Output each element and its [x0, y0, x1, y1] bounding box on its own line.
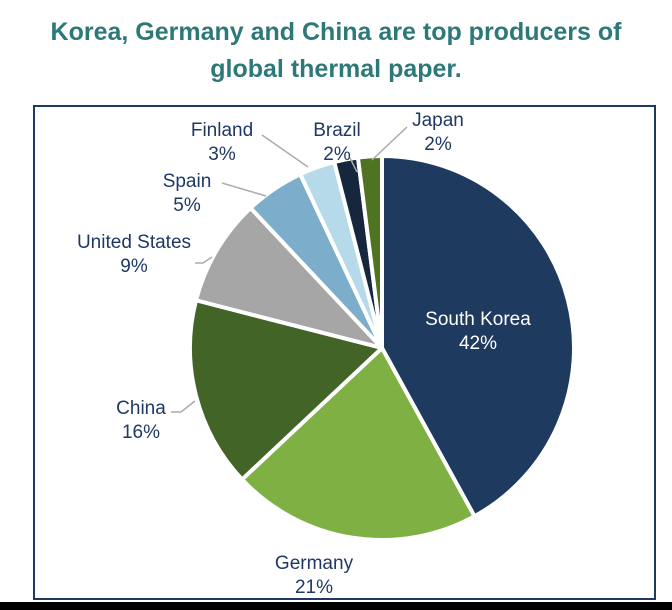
- label-finland-name: Finland: [190, 120, 254, 141]
- label-germany: Germany 21%: [275, 552, 353, 600]
- label-china-pct: 16%: [121, 422, 161, 443]
- page-title-line2: global thermal paper.: [210, 55, 462, 83]
- label-japan-name: Japan: [412, 110, 464, 131]
- finland-leader-line: [261, 134, 309, 168]
- united-states-leader-line: [195, 256, 213, 264]
- label-south-korea: South Korea 42%: [425, 308, 531, 356]
- bottom-black-bar: [0, 602, 672, 610]
- japan-leader-line: [371, 126, 408, 161]
- label-spain-pct: 5%: [173, 195, 201, 216]
- pie-chart-canvas: [171, 126, 576, 542]
- label-germany-pct: 21%: [294, 577, 334, 598]
- pie-slices-group: [188, 153, 576, 542]
- label-united-states-name: United States: [76, 232, 192, 253]
- label-brazil-pct: 2%: [323, 144, 351, 165]
- china-leader-line: [171, 400, 196, 413]
- pie-slice-south-korea: [380, 154, 576, 519]
- label-united-states-pct: 9%: [120, 256, 148, 277]
- spain-leader-line: [221, 182, 267, 197]
- pie-slice-japan: [355, 153, 384, 350]
- label-china-name: China: [116, 398, 166, 419]
- label-china: China 16%: [116, 397, 166, 445]
- label-brazil: Brazil 2%: [313, 119, 361, 167]
- page-title-line1: Korea, Germany and China are top produce…: [50, 18, 622, 46]
- label-japan: Japan 2%: [412, 109, 464, 157]
- label-united-states: United States 9%: [77, 231, 191, 279]
- label-south-korea-name: South Korea: [425, 309, 531, 330]
- label-spain: Spain 5%: [163, 170, 212, 218]
- leader-lines-group: [171, 126, 408, 413]
- page-title: Korea, Germany and China are top produce…: [0, 14, 672, 88]
- chart-frame: South Korea 42% Germany 21% China 16% Un…: [33, 105, 656, 600]
- label-finland-pct: 3%: [208, 144, 236, 165]
- pie-slice-germany: [240, 346, 477, 542]
- label-finland: Finland 3%: [191, 119, 253, 167]
- pie-slice-china: [188, 298, 384, 482]
- label-germany-name: Germany: [274, 553, 354, 574]
- label-japan-pct: 2%: [424, 134, 452, 155]
- label-south-korea-pct: 42%: [458, 333, 498, 354]
- pie-slice-united-states: [194, 206, 384, 350]
- brazil-leader-line: [349, 157, 358, 173]
- label-brazil-name: Brazil: [313, 120, 361, 141]
- label-spain-name: Spain: [162, 171, 212, 192]
